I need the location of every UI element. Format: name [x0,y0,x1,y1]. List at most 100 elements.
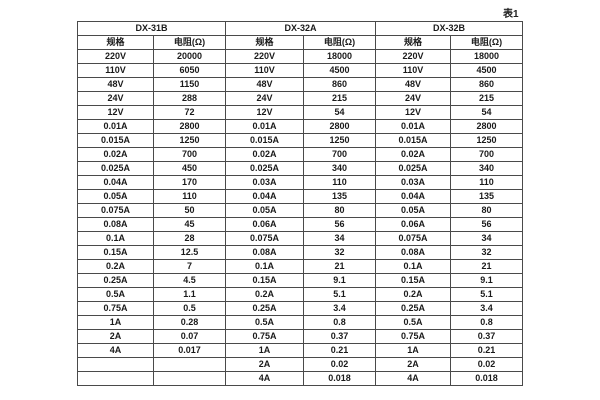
resistance-cell: 28 [152,231,227,246]
spec-cell: 0.02A [77,147,154,162]
spec-cell: 0.05A [375,203,452,218]
table-row: 0.025A 450 0.025A 340 0.025A 340 [77,161,524,176]
spec-cell: 0.08A [225,245,305,260]
spec-cell: 0.01A [375,119,452,134]
resistance-cell: 700 [450,147,524,162]
spec-cell: 4A [225,371,305,386]
spec-cell: 0.04A [375,189,452,204]
resistance-cell: 56 [450,217,524,232]
table-row: 0.15A 12.5 0.08A 32 0.08A 32 [77,245,524,260]
spec-cell [77,357,154,372]
table-row: 0.015A 1250 0.015A 1250 0.015A 1250 [77,133,524,148]
resistance-cell: 0.018 [450,371,524,386]
resistance-cell: 0.28 [152,315,227,330]
spec-cell: 0.075A [77,203,154,218]
group-header-row: DX-31B DX-32A DX-32B [76,21,524,36]
resistance-cell: 1250 [450,133,524,148]
spec-cell: 0.03A [225,175,305,190]
resistance-column-header: 电阻(Ω) [450,35,524,50]
resistance-cell: 0.02 [450,357,524,372]
resistance-cell: 0.02 [303,357,377,372]
table-caption: 表1 [503,9,519,20]
resistance-cell: 110 [152,189,227,204]
spec-cell: 0.5A [225,315,305,330]
spec-cell: 0.2A [77,259,154,274]
spec-cell: 220V [225,49,305,64]
table-row: 48V 1150 48V 860 48V 860 [77,77,524,92]
resistance-cell: 18000 [303,49,377,64]
resistance-column-header: 电阻(Ω) [152,35,227,50]
spec-cell: 110V [375,63,452,78]
resistance-cell: 0.21 [450,343,524,358]
table-row: 0.04A 170 0.03A 110 0.03A 110 [77,175,524,190]
table-header: DX-31B DX-32A DX-32B 规格 电阻(Ω) 规格 电阻(Ω) 规… [76,21,524,50]
spec-cell: 0.06A [375,217,452,232]
spec-cell: 0.75A [375,329,452,344]
table-row: 2A 0.07 0.75A 0.37 0.75A 0.37 [77,329,524,344]
resistance-cell: 700 [303,147,377,162]
resistance-cell [152,371,227,386]
resistance-cell: 110 [303,175,377,190]
spec-cell: 0.25A [225,301,305,316]
resistance-cell: 1250 [303,133,377,148]
spec-cell: 48V [225,77,305,92]
resistance-cell: 0.37 [303,329,377,344]
resistance-cell: 860 [450,77,524,92]
resistance-cell: 0.07 [152,329,227,344]
spec-column-header: 规格 [375,35,452,50]
spec-cell: 0.1A [375,259,452,274]
resistance-cell: 1150 [152,77,227,92]
resistance-cell: 135 [450,189,524,204]
spec-cell: 0.08A [77,217,154,232]
table-row: 0.75A 0.5 0.25A 3.4 0.25A 3.4 [77,301,524,316]
resistance-cell: 32 [303,245,377,260]
spec-cell: 4A [77,343,154,358]
resistance-cell: 21 [450,259,524,274]
spec-cell: 0.015A [77,133,154,148]
spec-cell: 0.15A [375,273,452,288]
resistance-cell: 5.1 [450,287,524,302]
spec-cell: 0.02A [225,147,305,162]
spec-cell: 0.01A [77,119,154,134]
spec-cell: 4A [375,371,452,386]
spec-cell: 1A [77,315,154,330]
spec-cell: 0.025A [375,161,452,176]
resistance-cell: 0.018 [303,371,377,386]
table-row: 0.08A 45 0.06A 56 0.06A 56 [77,217,524,232]
spec-cell: 0.5A [77,287,154,302]
resistance-cell: 32 [450,245,524,260]
spec-cell: 0.03A [375,175,452,190]
resistance-cell: 0.8 [303,315,377,330]
resistance-cell: 700 [152,147,227,162]
resistance-cell: 6050 [152,63,227,78]
spec-cell: 0.06A [225,217,305,232]
resistance-cell: 340 [450,161,524,176]
resistance-cell: 340 [303,161,377,176]
resistance-cell: 170 [152,175,227,190]
resistance-cell: 0.5 [152,301,227,316]
resistance-cell: 0.017 [152,343,227,358]
spec-cell [77,371,154,386]
resistance-cell: 12.5 [152,245,227,260]
spec-cell: 24V [225,91,305,106]
spec-cell: 48V [375,77,452,92]
table-row: 0.01A 2800 0.01A 2800 0.01A 2800 [77,119,524,134]
resistance-cell: 215 [303,91,377,106]
spec-cell: 0.2A [375,287,452,302]
spec-cell: 0.05A [225,203,305,218]
table-body: 220V 20000 220V 18000 220V 18000 110V 6050 110V 4… [77,49,524,386]
spec-cell: 0.75A [225,329,305,344]
resistance-spec-table: DX-31B DX-32A DX-32B 规格 电阻(Ω) 规格 电阻(Ω) 规… [76,21,524,386]
spec-cell: 2A [77,329,154,344]
resistance-cell: 18000 [450,49,524,64]
table-row: 0.05A 110 0.04A 135 0.04A 135 [77,189,524,204]
spec-cell: 1A [375,343,452,358]
resistance-cell: 1.1 [152,287,227,302]
resistance-cell: 4500 [303,63,377,78]
table-row: 110V 6050 110V 4500 110V 4500 [77,63,524,78]
spec-cell: 0.1A [225,259,305,274]
resistance-cell: 215 [450,91,524,106]
resistance-cell: 860 [303,77,377,92]
spec-cell: 0.02A [375,147,452,162]
group-header-dx31b: DX-31B [76,21,227,36]
